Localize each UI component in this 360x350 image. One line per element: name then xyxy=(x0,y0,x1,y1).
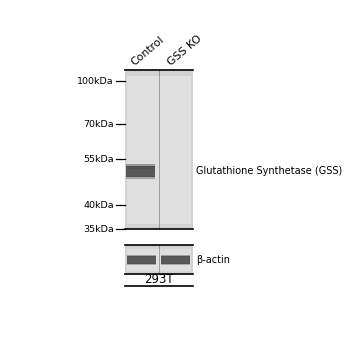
Text: 55kDa: 55kDa xyxy=(83,155,114,164)
Text: β-actin: β-actin xyxy=(197,255,230,265)
Text: 70kDa: 70kDa xyxy=(83,120,114,129)
Text: 293T: 293T xyxy=(144,273,174,286)
Bar xyxy=(161,255,190,257)
Text: 100kDa: 100kDa xyxy=(77,77,114,86)
Text: GSS KO: GSS KO xyxy=(166,34,203,68)
Bar xyxy=(161,256,190,264)
Bar xyxy=(126,166,155,177)
Bar xyxy=(127,255,156,257)
Text: 35kDa: 35kDa xyxy=(83,225,114,234)
Bar xyxy=(126,164,155,169)
Bar xyxy=(127,249,191,271)
Bar xyxy=(161,263,190,265)
Bar xyxy=(127,256,156,264)
Bar xyxy=(126,176,155,180)
Text: 40kDa: 40kDa xyxy=(83,201,114,210)
Bar xyxy=(127,263,156,265)
Text: Control: Control xyxy=(129,35,166,68)
Text: Glutathione Synthetase (GSS): Glutathione Synthetase (GSS) xyxy=(197,166,343,176)
